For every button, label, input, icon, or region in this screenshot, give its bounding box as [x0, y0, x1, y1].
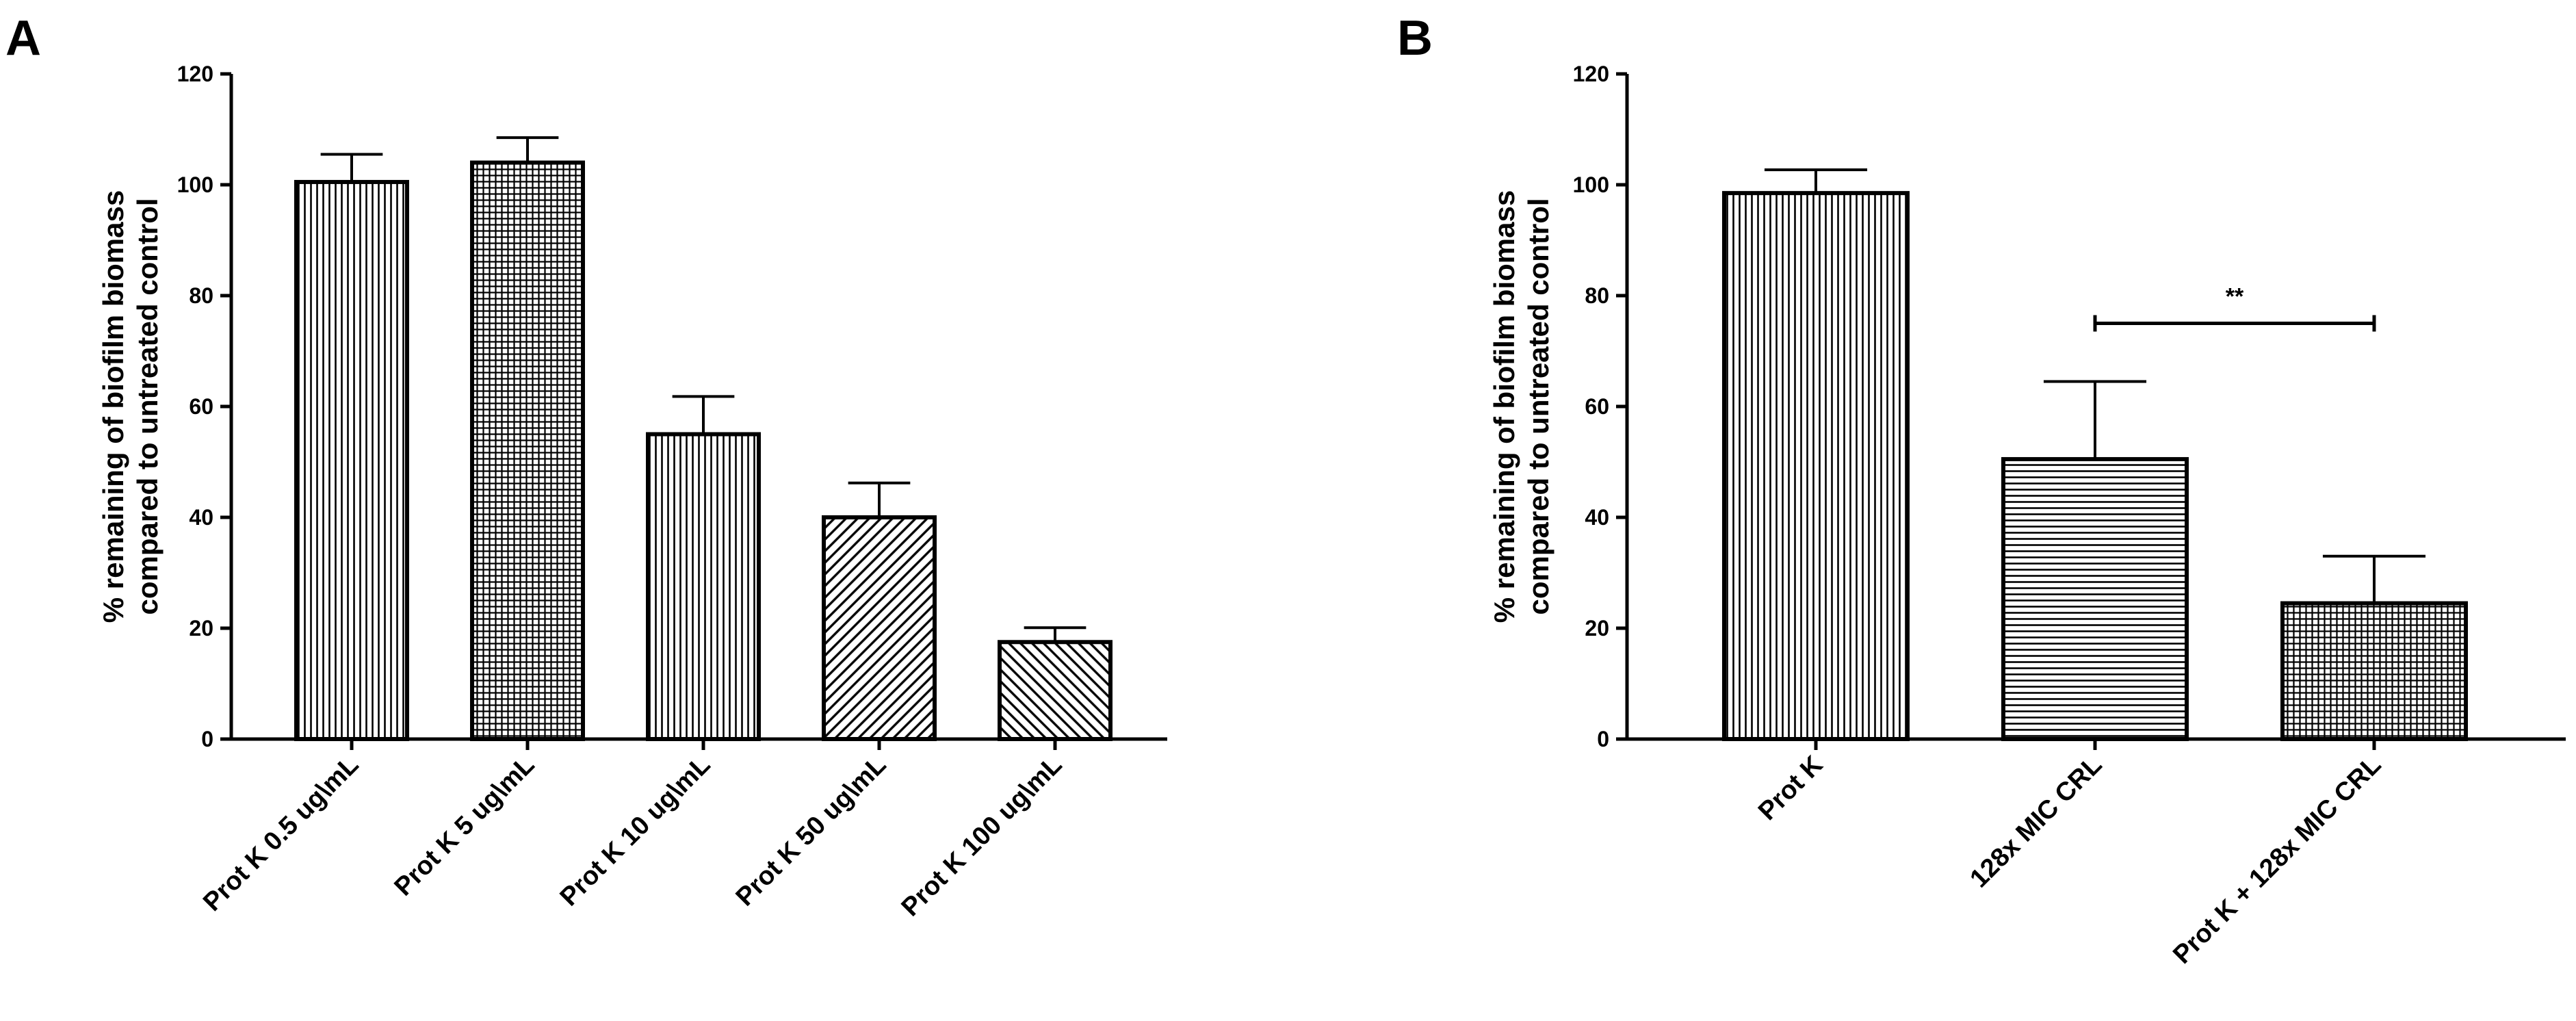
- panel-b-bar: [2280, 601, 2468, 741]
- panel-a-bar: [646, 432, 761, 741]
- panel-b-y-axis-title-line: % remaining of biofilm biomass: [1488, 190, 1520, 623]
- panel-b-y-tick-label: 100: [1573, 172, 1609, 197]
- panel-a-bar: [294, 179, 409, 741]
- panel-a-category-label: Prot K 10 ug\mL: [555, 751, 716, 912]
- panel-a-y-tick-label: 60: [189, 394, 213, 419]
- panel-b-y-axis-title-line: compared to untreated control: [1522, 198, 1554, 615]
- panel-b-y-tick-label: 40: [1585, 505, 1609, 530]
- panel-a-bar: [470, 160, 585, 742]
- panel-b-bar: [1722, 191, 1910, 741]
- panel-a-y-tick-label: 40: [189, 505, 213, 530]
- panel-a-y-axis-title-line: % remaining of biofilm biomass: [97, 190, 129, 623]
- panel-a-y-tick-label: 120: [177, 62, 213, 86]
- panel-a-chart: A 0 20 40 60 80 100 120 % remaining of biofilm …: [5, 11, 1167, 922]
- panel-a-y-tick-label: 100: [177, 172, 213, 197]
- panel-b-letter: B: [1397, 11, 1433, 66]
- panel-a-y-tick-label: 80: [189, 283, 213, 308]
- panel-a-bar: [822, 515, 937, 741]
- panel-a-category-label: Prot K 0.5 ug\mL: [198, 751, 364, 917]
- panel-b-category-label: 128x MIC CRL: [1964, 751, 2107, 894]
- panel-a-y-tick-label: 0: [201, 727, 213, 751]
- panel-b-bar: [2001, 456, 2189, 741]
- panel-a-category-label: Prot K 50 ug\mL: [731, 751, 892, 912]
- panel-b-category-label: Prot K + 128x MIC CRL: [2168, 751, 2386, 970]
- panel-b-category-label: Prot K: [1753, 750, 1829, 826]
- panel-b-chart: B 0 20 40 60 80 100 120 % remaining of biofilm …: [1397, 11, 2566, 970]
- panel-b-y-tick-label: 80: [1585, 283, 1609, 308]
- panel-b-y-tick-label: 0: [1597, 727, 1609, 751]
- panel-b-y-tick-label: 20: [1585, 616, 1609, 641]
- panel-a-letter: A: [5, 11, 41, 66]
- panel-b-significance-label: **: [2226, 284, 2244, 310]
- panel-a-y-tick-label: 20: [189, 616, 213, 641]
- panel-a-category-label: Prot K 5 ug\mL: [389, 751, 541, 902]
- panel-a-category-label: Prot K 100 ug\mL: [896, 751, 1068, 922]
- panel-a-y-axis-title-line: compared to untreated control: [131, 198, 164, 615]
- panel-a-bar: [998, 640, 1113, 741]
- panel-b-y-tick-label: 60: [1585, 394, 1609, 419]
- panel-b-y-tick-label: 120: [1573, 62, 1609, 86]
